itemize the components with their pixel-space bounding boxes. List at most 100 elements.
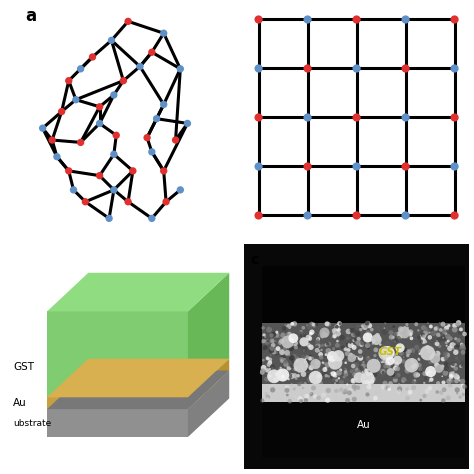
Point	[350, 383, 358, 391]
Point	[457, 363, 465, 370]
Point	[318, 346, 325, 354]
Point	[283, 349, 291, 356]
Point	[96, 103, 103, 110]
Point	[306, 376, 313, 383]
Point	[392, 330, 399, 337]
Point	[261, 344, 269, 352]
Point	[110, 186, 118, 194]
Point	[422, 331, 429, 339]
Point	[389, 363, 396, 370]
Point	[404, 365, 411, 372]
Point	[288, 372, 295, 380]
Point	[297, 332, 305, 340]
Point	[148, 215, 155, 222]
Point	[343, 377, 351, 384]
Point	[407, 330, 414, 338]
Point	[334, 342, 341, 349]
Point	[291, 385, 298, 392]
Point	[387, 368, 394, 376]
Point	[255, 212, 263, 219]
Point	[371, 371, 379, 379]
Point	[160, 100, 167, 108]
Point	[365, 344, 372, 352]
Point	[309, 355, 317, 362]
Point	[386, 356, 393, 364]
Point	[264, 367, 272, 374]
Point	[411, 362, 419, 369]
Polygon shape	[47, 359, 229, 397]
Point	[331, 371, 339, 379]
Point	[425, 368, 433, 376]
Point	[400, 377, 407, 385]
Point	[441, 328, 448, 335]
Point	[392, 360, 400, 368]
Point	[297, 328, 305, 336]
Point	[404, 367, 411, 374]
Point	[266, 372, 273, 380]
Point	[354, 325, 361, 333]
Point	[436, 343, 444, 350]
Point	[341, 346, 349, 353]
Point	[282, 360, 290, 368]
Text: Au: Au	[356, 420, 370, 430]
Point	[451, 163, 458, 170]
Point	[292, 355, 300, 362]
Point	[282, 358, 290, 365]
Point	[290, 338, 297, 346]
Point	[367, 331, 375, 338]
Point	[406, 348, 414, 356]
Point	[273, 371, 281, 378]
Point	[290, 335, 297, 342]
Point	[459, 359, 466, 367]
Point	[376, 366, 383, 374]
Point	[443, 351, 450, 359]
Point	[347, 367, 355, 375]
Point	[434, 350, 441, 357]
Point	[264, 337, 272, 345]
Point	[446, 345, 454, 352]
Point	[353, 114, 360, 121]
Point	[438, 363, 446, 371]
Point	[305, 334, 312, 341]
Point	[322, 351, 330, 358]
Point	[371, 352, 379, 359]
Point	[436, 332, 443, 339]
Point	[382, 327, 389, 334]
Point	[404, 394, 411, 402]
Point	[349, 341, 356, 349]
Point	[366, 380, 374, 388]
Point	[420, 392, 428, 400]
Point	[369, 340, 376, 347]
Point	[112, 131, 120, 139]
Point	[448, 371, 456, 378]
Point	[265, 326, 273, 333]
Point	[148, 48, 155, 56]
Text: a: a	[25, 7, 36, 25]
Point	[453, 355, 460, 362]
Point	[82, 198, 89, 206]
Point	[277, 364, 284, 372]
Text: ubstrate: ubstrate	[13, 419, 52, 428]
Point	[443, 342, 450, 349]
Point	[374, 332, 381, 339]
Point	[448, 341, 456, 349]
Text: GST: GST	[379, 347, 402, 357]
Point	[359, 339, 366, 347]
Point	[420, 333, 428, 340]
Point	[372, 346, 380, 354]
Point	[438, 373, 446, 380]
Point	[355, 335, 363, 343]
Point	[310, 321, 317, 328]
Point	[347, 351, 355, 358]
Point	[96, 119, 103, 127]
Point	[344, 341, 352, 348]
Point	[380, 369, 387, 376]
Point	[281, 356, 289, 363]
Point	[422, 329, 429, 337]
Point	[386, 346, 393, 354]
Point	[322, 372, 330, 380]
Point	[454, 374, 461, 382]
Point	[459, 378, 466, 385]
Point	[443, 365, 450, 372]
Point	[401, 346, 408, 354]
